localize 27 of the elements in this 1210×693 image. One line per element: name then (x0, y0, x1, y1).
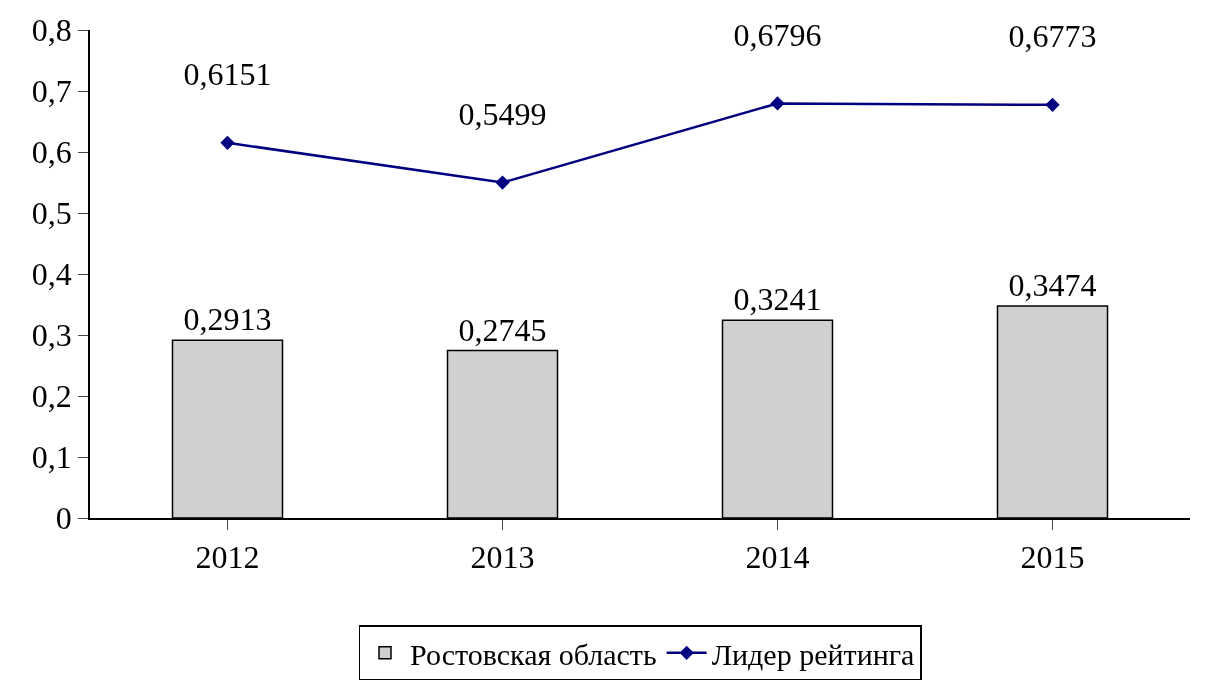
y-tick-label: 0,7 (31, 73, 72, 110)
x-tick-label: 2012 (195, 539, 260, 576)
y-tick-label: 0,6 (31, 134, 72, 171)
point (495, 175, 510, 190)
y-tick-label: 0,4 (31, 256, 72, 293)
x-tick-label: 2015 (1020, 539, 1085, 576)
point (220, 135, 235, 150)
data-label: 0,2745 (458, 311, 547, 348)
x-tick-label: 2013 (470, 539, 535, 576)
y-tick-label: 0,5 (31, 195, 72, 232)
legend-label: Лидер рейтинга (711, 637, 915, 671)
data-label: 0,6151 (183, 56, 272, 93)
y-tick-label: 0 (55, 500, 72, 537)
y-tick-label: 0,8 (31, 12, 72, 49)
data-label: 0,3241 (733, 281, 822, 318)
data-label: 0,6773 (1008, 18, 1097, 55)
point (770, 96, 785, 111)
point (1045, 97, 1060, 112)
data-label: 0,2913 (183, 301, 272, 338)
y-tick-label: 0,3 (31, 317, 72, 354)
y-tick-label: 0,2 (31, 378, 72, 415)
data-label: 0,5499 (458, 96, 547, 133)
x-tick-label: 2014 (745, 539, 810, 576)
data-label: 0,6796 (733, 16, 822, 53)
legend-label: Ростовская область (410, 637, 657, 671)
data-label: 0,3474 (1008, 267, 1097, 304)
y-tick-label: 0,1 (31, 439, 72, 476)
